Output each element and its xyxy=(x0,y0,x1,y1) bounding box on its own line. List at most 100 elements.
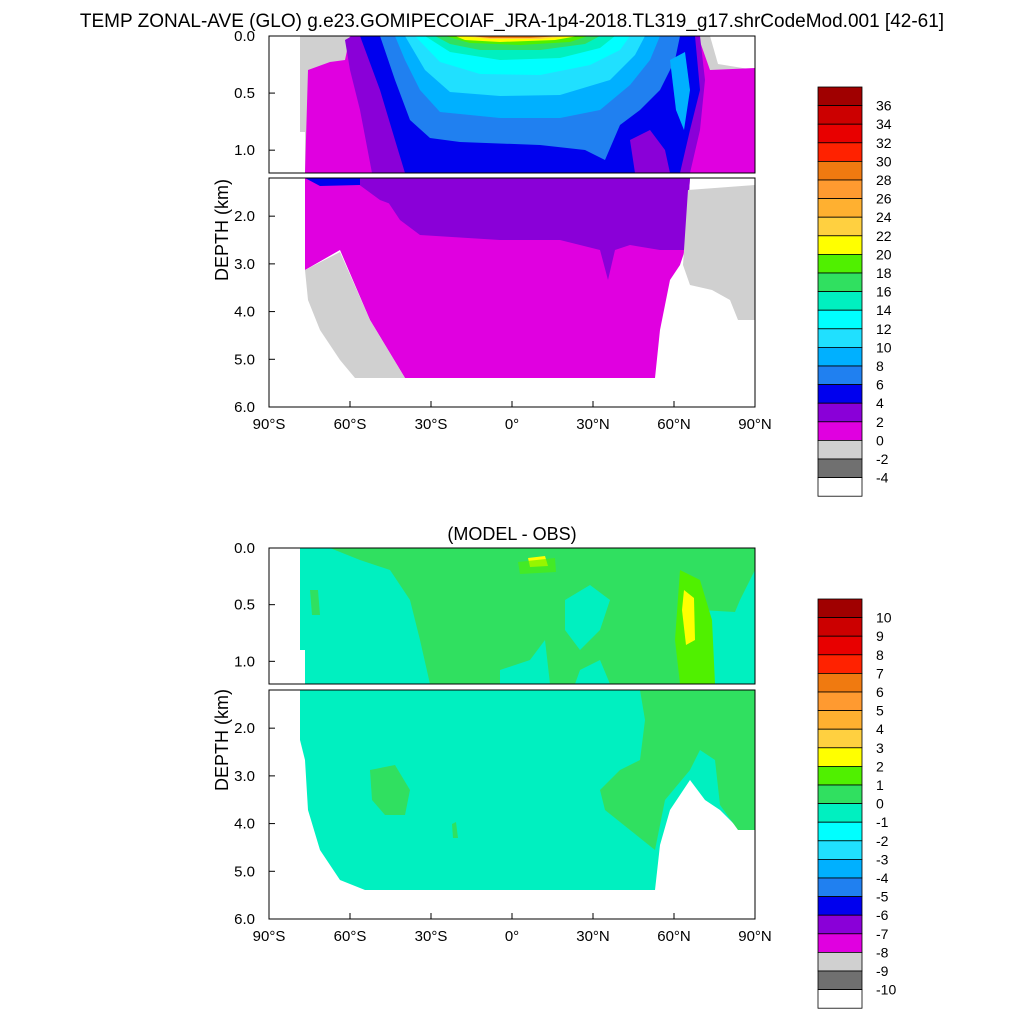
colorbar-label: 2 xyxy=(876,758,884,774)
y-tick-label: 0.5 xyxy=(234,85,255,102)
colorbar-swatch xyxy=(817,216,863,237)
upper-frame xyxy=(268,547,756,685)
colorbar-label: 34 xyxy=(876,116,892,132)
colorbar-label: 6 xyxy=(876,377,884,393)
upper-field xyxy=(300,548,755,684)
colorbar-swatch xyxy=(817,673,863,693)
panel-model-minus-obs: (MODEL - OBS) 90°S 60°S 30°S 0° 30°N 60°N 9 xyxy=(212,524,896,1009)
colorbar-swatch xyxy=(817,384,863,404)
colorbar-swatch xyxy=(817,691,863,712)
colorbar-label: 24 xyxy=(876,209,892,225)
colorbar-swatch xyxy=(817,105,863,125)
colorbar-swatch xyxy=(817,598,863,619)
x-tick-label: 60°N xyxy=(657,416,691,433)
colorbar-swatch xyxy=(817,272,863,293)
colorbar-swatch xyxy=(817,877,863,898)
colorbar-label: -10 xyxy=(876,982,896,998)
x-tick-label: 90°S xyxy=(253,928,286,945)
colorbar-swatch xyxy=(817,198,863,218)
colorbar-swatch xyxy=(817,654,863,674)
colorbar-swatch xyxy=(817,160,863,181)
colorbar-label: 4 xyxy=(876,721,884,737)
colorbar-swatch xyxy=(817,123,863,144)
y-tick-label: 3.0 xyxy=(234,256,255,273)
y-tick-label: 2.0 xyxy=(234,208,255,225)
colorbar-label: 30 xyxy=(876,153,892,169)
x-tick-label: 90°N xyxy=(738,928,772,945)
panel-subtitle: (MODEL - OBS) xyxy=(447,524,576,544)
y-tick-label: 4.0 xyxy=(234,304,255,321)
colorbar-swatch xyxy=(817,747,863,767)
y-tick-label: 6.0 xyxy=(234,399,255,416)
colorbar-label: 20 xyxy=(876,246,892,262)
colorbar-label: 5 xyxy=(876,703,884,719)
colorbar-label: -5 xyxy=(876,889,889,905)
colorbar-label: -4 xyxy=(876,870,889,886)
colorbar-swatch xyxy=(817,766,863,786)
colorbar-swatch xyxy=(817,402,863,423)
colorbar-label: 26 xyxy=(876,191,892,207)
y-axis-label: DEPTH (km) xyxy=(212,179,232,281)
colorbar-label: -8 xyxy=(876,944,889,960)
x-tick-label: 90°N xyxy=(738,416,772,433)
colorbar-swatch xyxy=(817,784,863,805)
colorbar-label: 0 xyxy=(876,432,884,448)
x-tick-label: 30°S xyxy=(415,416,448,433)
colorbar-swatch xyxy=(817,896,863,916)
colorbar-label: 32 xyxy=(876,135,892,151)
x-tick-label: 0° xyxy=(505,416,519,433)
y-tick-label: 5.0 xyxy=(234,863,255,880)
y-axis-label: DEPTH (km) xyxy=(212,689,232,791)
colorbar-swatch xyxy=(817,970,863,991)
colorbar-swatch xyxy=(817,439,863,460)
colorbar-label: 18 xyxy=(876,265,892,281)
colorbar-label: 10 xyxy=(876,339,892,355)
colorbar-label: 8 xyxy=(876,358,884,374)
colorbar-swatch xyxy=(817,179,863,200)
colorbar-label: 10 xyxy=(876,610,892,626)
colorbar-label: 22 xyxy=(876,228,892,244)
x-tick-label: 60°N xyxy=(657,928,691,945)
colorbar-label: 12 xyxy=(876,321,892,337)
figure-title: TEMP ZONAL-AVE (GLO) g.e23.GOMIPECOIAF_J… xyxy=(80,11,944,32)
colorbar-label: 0 xyxy=(876,796,884,812)
colorbar-label: -2 xyxy=(876,833,889,849)
lower-field xyxy=(269,690,755,919)
colorbar-label: 8 xyxy=(876,647,884,663)
colorbar-swatch xyxy=(817,989,863,1009)
colorbar-label: 36 xyxy=(876,98,892,114)
axes: 90°S 60°S 30°S 0° 30°N 60°N 90°N 0.0 0.5 1.0 2.0 3.… xyxy=(234,28,772,433)
colorbar-label: -3 xyxy=(876,851,889,867)
colorbar-swatch xyxy=(817,840,863,860)
colorbar-swatch xyxy=(817,235,863,255)
colorbar-label: 6 xyxy=(876,684,884,700)
colorbar-label: -2 xyxy=(876,451,889,467)
y-tick-label: 1.0 xyxy=(234,653,255,670)
x-tick-label: 90°S xyxy=(253,416,286,433)
colorbar-label: 14 xyxy=(876,302,892,318)
x-tick-label: 0° xyxy=(505,928,519,945)
colorbar-swatch xyxy=(817,477,863,497)
colorbar-swatch xyxy=(817,914,863,935)
colorbar-label: -6 xyxy=(876,907,889,923)
colorbar-swatch xyxy=(817,635,863,656)
y-tick-label: 1.0 xyxy=(234,142,255,159)
colorbar-swatch xyxy=(817,421,863,441)
colorbar-swatch xyxy=(817,617,863,637)
colorbar-label: -9 xyxy=(876,963,889,979)
x-tick-label: 60°S xyxy=(334,928,367,945)
colorbar-swatch xyxy=(817,346,863,367)
upper-field xyxy=(300,36,755,173)
colorbar-label: 3 xyxy=(876,740,884,756)
colorbar-swatch xyxy=(817,458,863,479)
colorbar-swatch xyxy=(817,803,863,823)
y-tick-label: 4.0 xyxy=(234,816,255,833)
y-tick-label: 3.0 xyxy=(234,768,255,785)
y-tick-label: 0.0 xyxy=(234,540,255,557)
colorbar-swatch xyxy=(817,952,863,972)
colorbar-swatch xyxy=(817,253,863,274)
colorbar-swatch xyxy=(817,328,863,348)
colorbar-swatch xyxy=(817,86,863,107)
